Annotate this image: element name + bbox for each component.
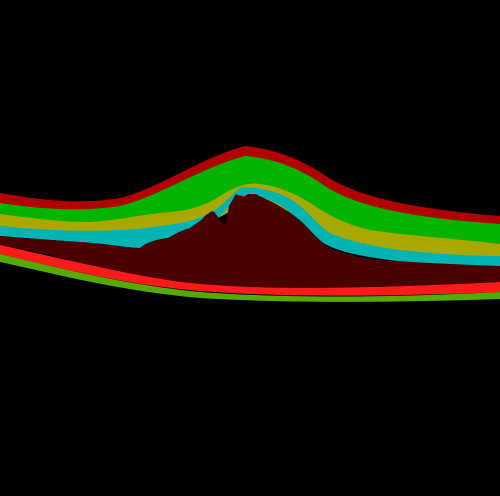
segmentation-svg bbox=[0, 0, 500, 496]
segmentation-image bbox=[0, 0, 500, 496]
